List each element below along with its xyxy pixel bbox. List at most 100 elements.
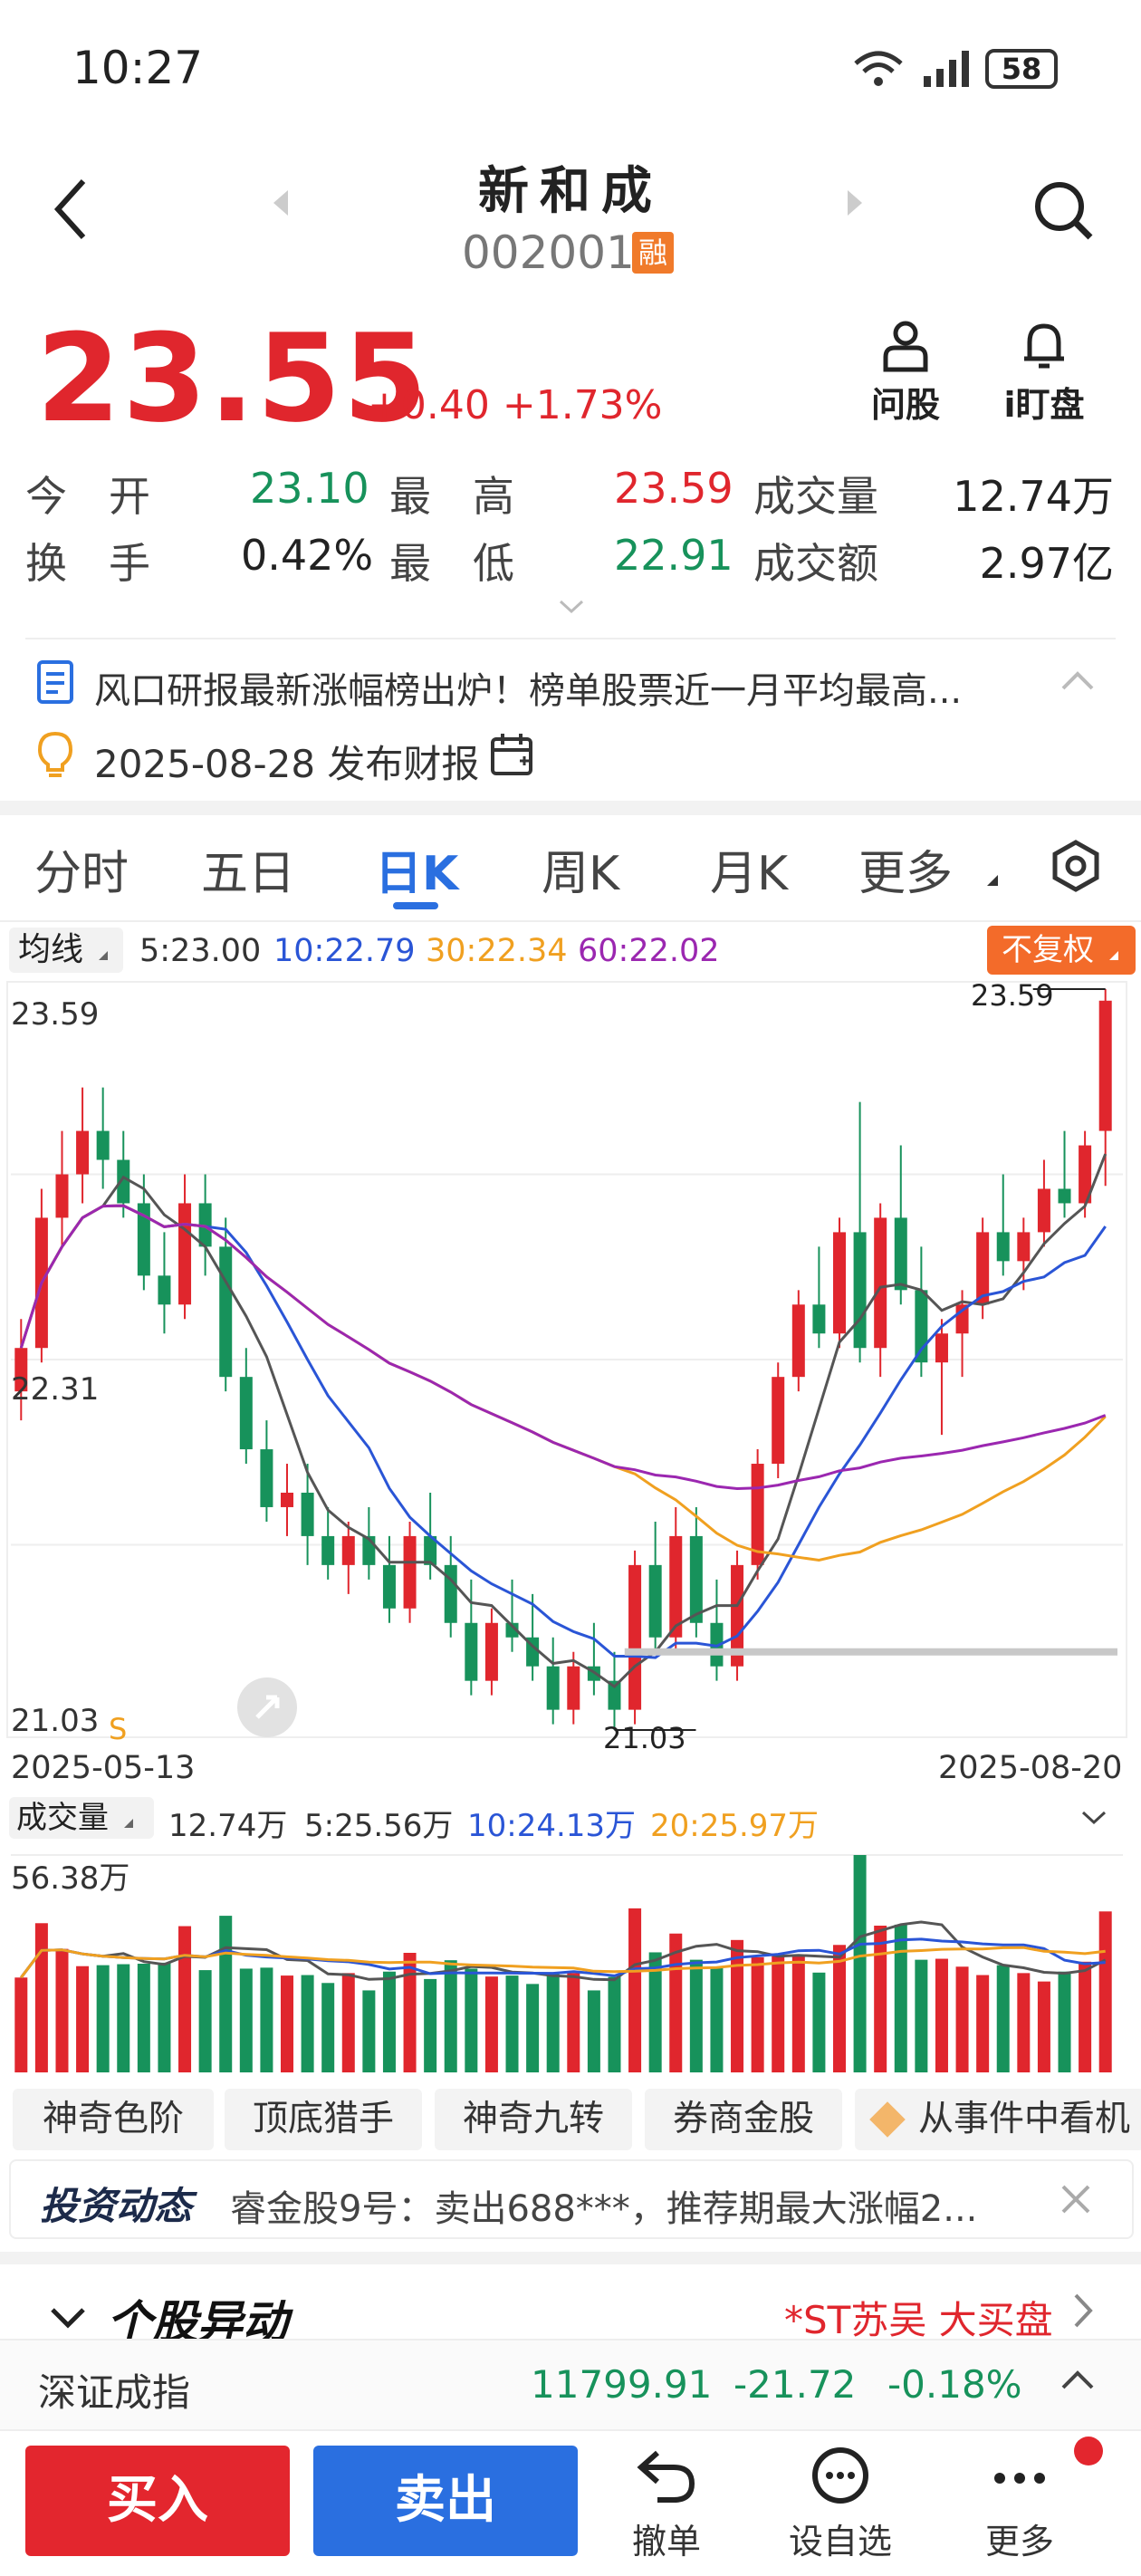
candle-body <box>158 1275 171 1305</box>
volume-bar <box>751 1956 764 2072</box>
candle-body <box>1037 1188 1050 1233</box>
calendar-icon[interactable] <box>489 732 534 781</box>
news-headline[interactable]: 风口研报最新涨幅榜出炉！榜单股票近一月平均最高... <box>94 670 963 712</box>
index-percent: -0.18% <box>887 2362 1022 2407</box>
abnormal-collapse-icon[interactable] <box>49 2306 87 2333</box>
index-name: 深证成指 <box>38 2370 191 2415</box>
restore-rights-button[interactable]: 不复权 <box>987 926 1136 975</box>
volume-ma20-line <box>20 1946 1106 1979</box>
volume-bar <box>505 1975 519 2072</box>
volume-bar <box>198 1970 212 2072</box>
tab-more[interactable]: 更多 <box>858 847 954 901</box>
volume-bar <box>935 1958 948 2072</box>
volume-bar <box>587 1990 600 2072</box>
compare-icon[interactable] <box>237 1677 297 1737</box>
volume-bar <box>260 1967 273 2072</box>
volume-bar <box>444 1960 457 2072</box>
candle-body <box>1017 1232 1031 1262</box>
dynamics-bar[interactable]: 投资动态 睿金股9号：卖出688***，推荐期最大涨幅2... <box>9 2159 1134 2239</box>
tab-weekly-k[interactable]: 周K <box>542 847 620 901</box>
volume-bar <box>14 1977 28 2072</box>
volume-bar <box>137 1964 150 2072</box>
ma-caret-icon <box>99 951 109 960</box>
index-bar[interactable]: 深证成指 11799.91 -21.72 -0.18% <box>0 2339 1141 2429</box>
volume-bar <box>812 1972 826 2072</box>
candle-body <box>76 1130 90 1175</box>
chip-magic-nine[interactable]: 神奇九转 <box>435 2089 632 2150</box>
chart-frame <box>6 981 1127 1738</box>
active-tab-indicator <box>393 902 438 909</box>
back-icon[interactable] <box>53 178 89 245</box>
candle-body <box>791 1304 805 1378</box>
person-icon <box>883 321 928 372</box>
restore-label: 不复权 <box>1002 932 1094 968</box>
candle-body <box>689 1535 703 1623</box>
volume-max-label: 56.38万 <box>11 1860 130 1897</box>
battery-level: 58 <box>1001 52 1042 86</box>
ma-label: 均线 <box>18 931 84 968</box>
chip-top-bottom-hunter[interactable]: 顶底猎手 <box>225 2089 422 2150</box>
amount-value: 2.97亿 <box>979 539 1114 588</box>
volume-selector[interactable]: 成交量 <box>9 1797 154 1839</box>
tab-daily-k[interactable]: 日K <box>375 847 459 901</box>
abnormal-link[interactable]: *ST苏吴 大买盘 <box>784 2298 1053 2342</box>
volume-expand-icon[interactable] <box>1081 1810 1107 1830</box>
add-watchlist-label: 设自选 <box>788 2522 892 2562</box>
change-percent: +1.73% <box>502 382 663 428</box>
chip-color-scale[interactable]: 神奇色阶 <box>13 2089 214 2150</box>
volume-bar <box>96 1965 110 2072</box>
collapse-chevron-icon[interactable] <box>1060 668 1096 696</box>
candle-body <box>669 1535 683 1638</box>
candle-body <box>198 1203 212 1247</box>
volume-bar <box>1017 1973 1031 2072</box>
candle-body <box>137 1203 150 1276</box>
notification-dot <box>1074 2437 1103 2465</box>
abnormal-chevron-icon[interactable] <box>1072 2292 1094 2333</box>
next-stock-icon[interactable] <box>848 190 862 216</box>
candle-body <box>731 1564 744 1667</box>
kline-chart[interactable] <box>0 978 1141 1748</box>
amount-label: 成交额 <box>753 539 878 588</box>
volume-label: 成交量 <box>753 472 878 521</box>
volume-bar <box>689 1959 703 2072</box>
settings-hexagon-icon[interactable] <box>1049 839 1103 897</box>
volume-bar <box>567 1973 580 2072</box>
stock-name: 新和成 <box>478 162 663 221</box>
cancel-order-button[interactable]: 撤单 <box>612 2446 721 2563</box>
add-watchlist-button[interactable]: 设自选 <box>786 2446 895 2563</box>
chip-broker-picks[interactable]: 券商金股 <box>645 2089 842 2150</box>
volume-chart[interactable] <box>0 1844 1141 2078</box>
candle-body <box>403 1535 417 1609</box>
watch-button[interactable]: i盯盘 <box>994 319 1094 427</box>
chip-event-view[interactable]: 从事件中看机 <box>855 2089 1141 2150</box>
tab-five-day[interactable]: 五日 <box>201 847 296 901</box>
candle-body <box>14 1348 28 1392</box>
volume-bar <box>853 1855 867 2072</box>
candle-body <box>772 1377 785 1465</box>
open-label: 今 开 <box>25 472 150 521</box>
tab-monthly-k[interactable]: 月K <box>710 847 789 901</box>
close-icon[interactable] <box>1058 2181 1094 2221</box>
expand-chevron-icon[interactable] <box>558 598 585 620</box>
volume-bar <box>955 1966 969 2072</box>
candle-body <box>1079 1145 1092 1204</box>
index-expand-icon[interactable] <box>1060 2368 1096 2395</box>
ask-label: 问股 <box>870 385 940 425</box>
date-start: 2025-05-13 <box>11 1750 196 1786</box>
ma-selector[interactable]: 均线 <box>9 928 123 973</box>
search-icon[interactable] <box>1032 179 1096 246</box>
high-label: 最 高 <box>389 472 514 521</box>
current-price: 23.55 <box>36 308 429 449</box>
ask-stock-button[interactable]: 问股 <box>860 319 951 427</box>
prev-stock-icon[interactable] <box>273 190 288 216</box>
volume-value: 12.74万 <box>953 472 1114 521</box>
sell-button[interactable]: 卖出 <box>313 2446 578 2556</box>
volume-bar <box>239 1968 253 2072</box>
volume-bar <box>34 1923 48 2072</box>
buy-button[interactable]: 买入 <box>25 2446 290 2556</box>
index-change: -21.72 <box>734 2362 857 2407</box>
volume-current: 12.74万 <box>168 1808 288 1844</box>
dynamics-text: 睿金股9号：卖出688***，推荐期最大涨幅2... <box>230 2188 978 2230</box>
tab-intraday[interactable]: 分时 <box>34 847 129 901</box>
more-button[interactable]: 更多 <box>965 2446 1074 2563</box>
